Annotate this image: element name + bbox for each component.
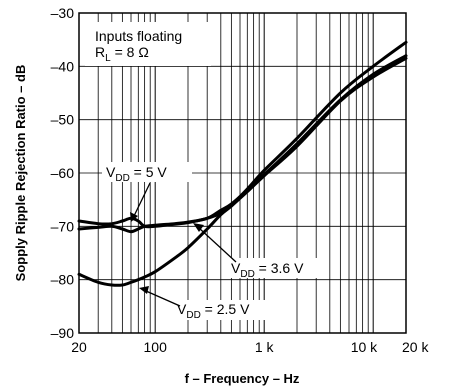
y-tick-label: –90 xyxy=(51,325,75,341)
series-line-vdd25 xyxy=(77,56,408,287)
plot-frame xyxy=(78,12,407,334)
y-tick-label: –80 xyxy=(51,272,75,288)
x-tick-label: 20 k xyxy=(402,339,429,355)
rl-main: R xyxy=(95,44,105,60)
y-tick-label: –40 xyxy=(51,58,75,74)
label-vdd36: VDD = 3.6 V xyxy=(193,223,326,280)
conditions-line1: Inputs floating xyxy=(95,28,182,44)
y-tick-label: –30 xyxy=(51,5,75,21)
grid xyxy=(79,12,406,334)
x-axis-title: f – Frequency – Hz xyxy=(185,371,300,386)
y-tick-label: –70 xyxy=(51,218,75,234)
y-tick-label: –50 xyxy=(51,112,75,128)
y-tick-labels: –30 –40 –50 –60 –70 –80 –90 xyxy=(51,5,75,341)
series-line-vdd36 xyxy=(77,54,408,234)
x-tick-label: 20 xyxy=(71,339,87,355)
conditions-line2: RL = 8 Ω xyxy=(95,44,149,64)
x-tick-label: 10 k xyxy=(351,339,378,355)
series-line-vdd5 xyxy=(77,40,408,229)
conditions-box xyxy=(85,22,211,66)
rl-value: = 8 Ω xyxy=(111,44,149,60)
y-tick-label: –60 xyxy=(51,165,75,181)
y-axis-title: Sopply Ripple Rejection Ratio – dB xyxy=(13,65,28,282)
svg-text:VDD = 2.5 V: VDD = 2.5 V xyxy=(177,301,250,321)
rl-sub: L xyxy=(105,53,111,64)
x-tick-labels: 20 100 1 k 10 k 20 k xyxy=(71,339,429,355)
label-vdd5: VDD = 5 V xyxy=(102,162,192,222)
svg-text:VDD = 5 V: VDD = 5 V xyxy=(106,164,167,184)
svg-text:VDD = 3.6 V: VDD = 3.6 V xyxy=(231,260,304,280)
label-vdd25: VDD = 2.5 V xyxy=(139,286,268,321)
x-tick-label: 100 xyxy=(144,339,168,355)
curves xyxy=(77,40,408,287)
x-tick-label: 1 k xyxy=(255,339,275,355)
